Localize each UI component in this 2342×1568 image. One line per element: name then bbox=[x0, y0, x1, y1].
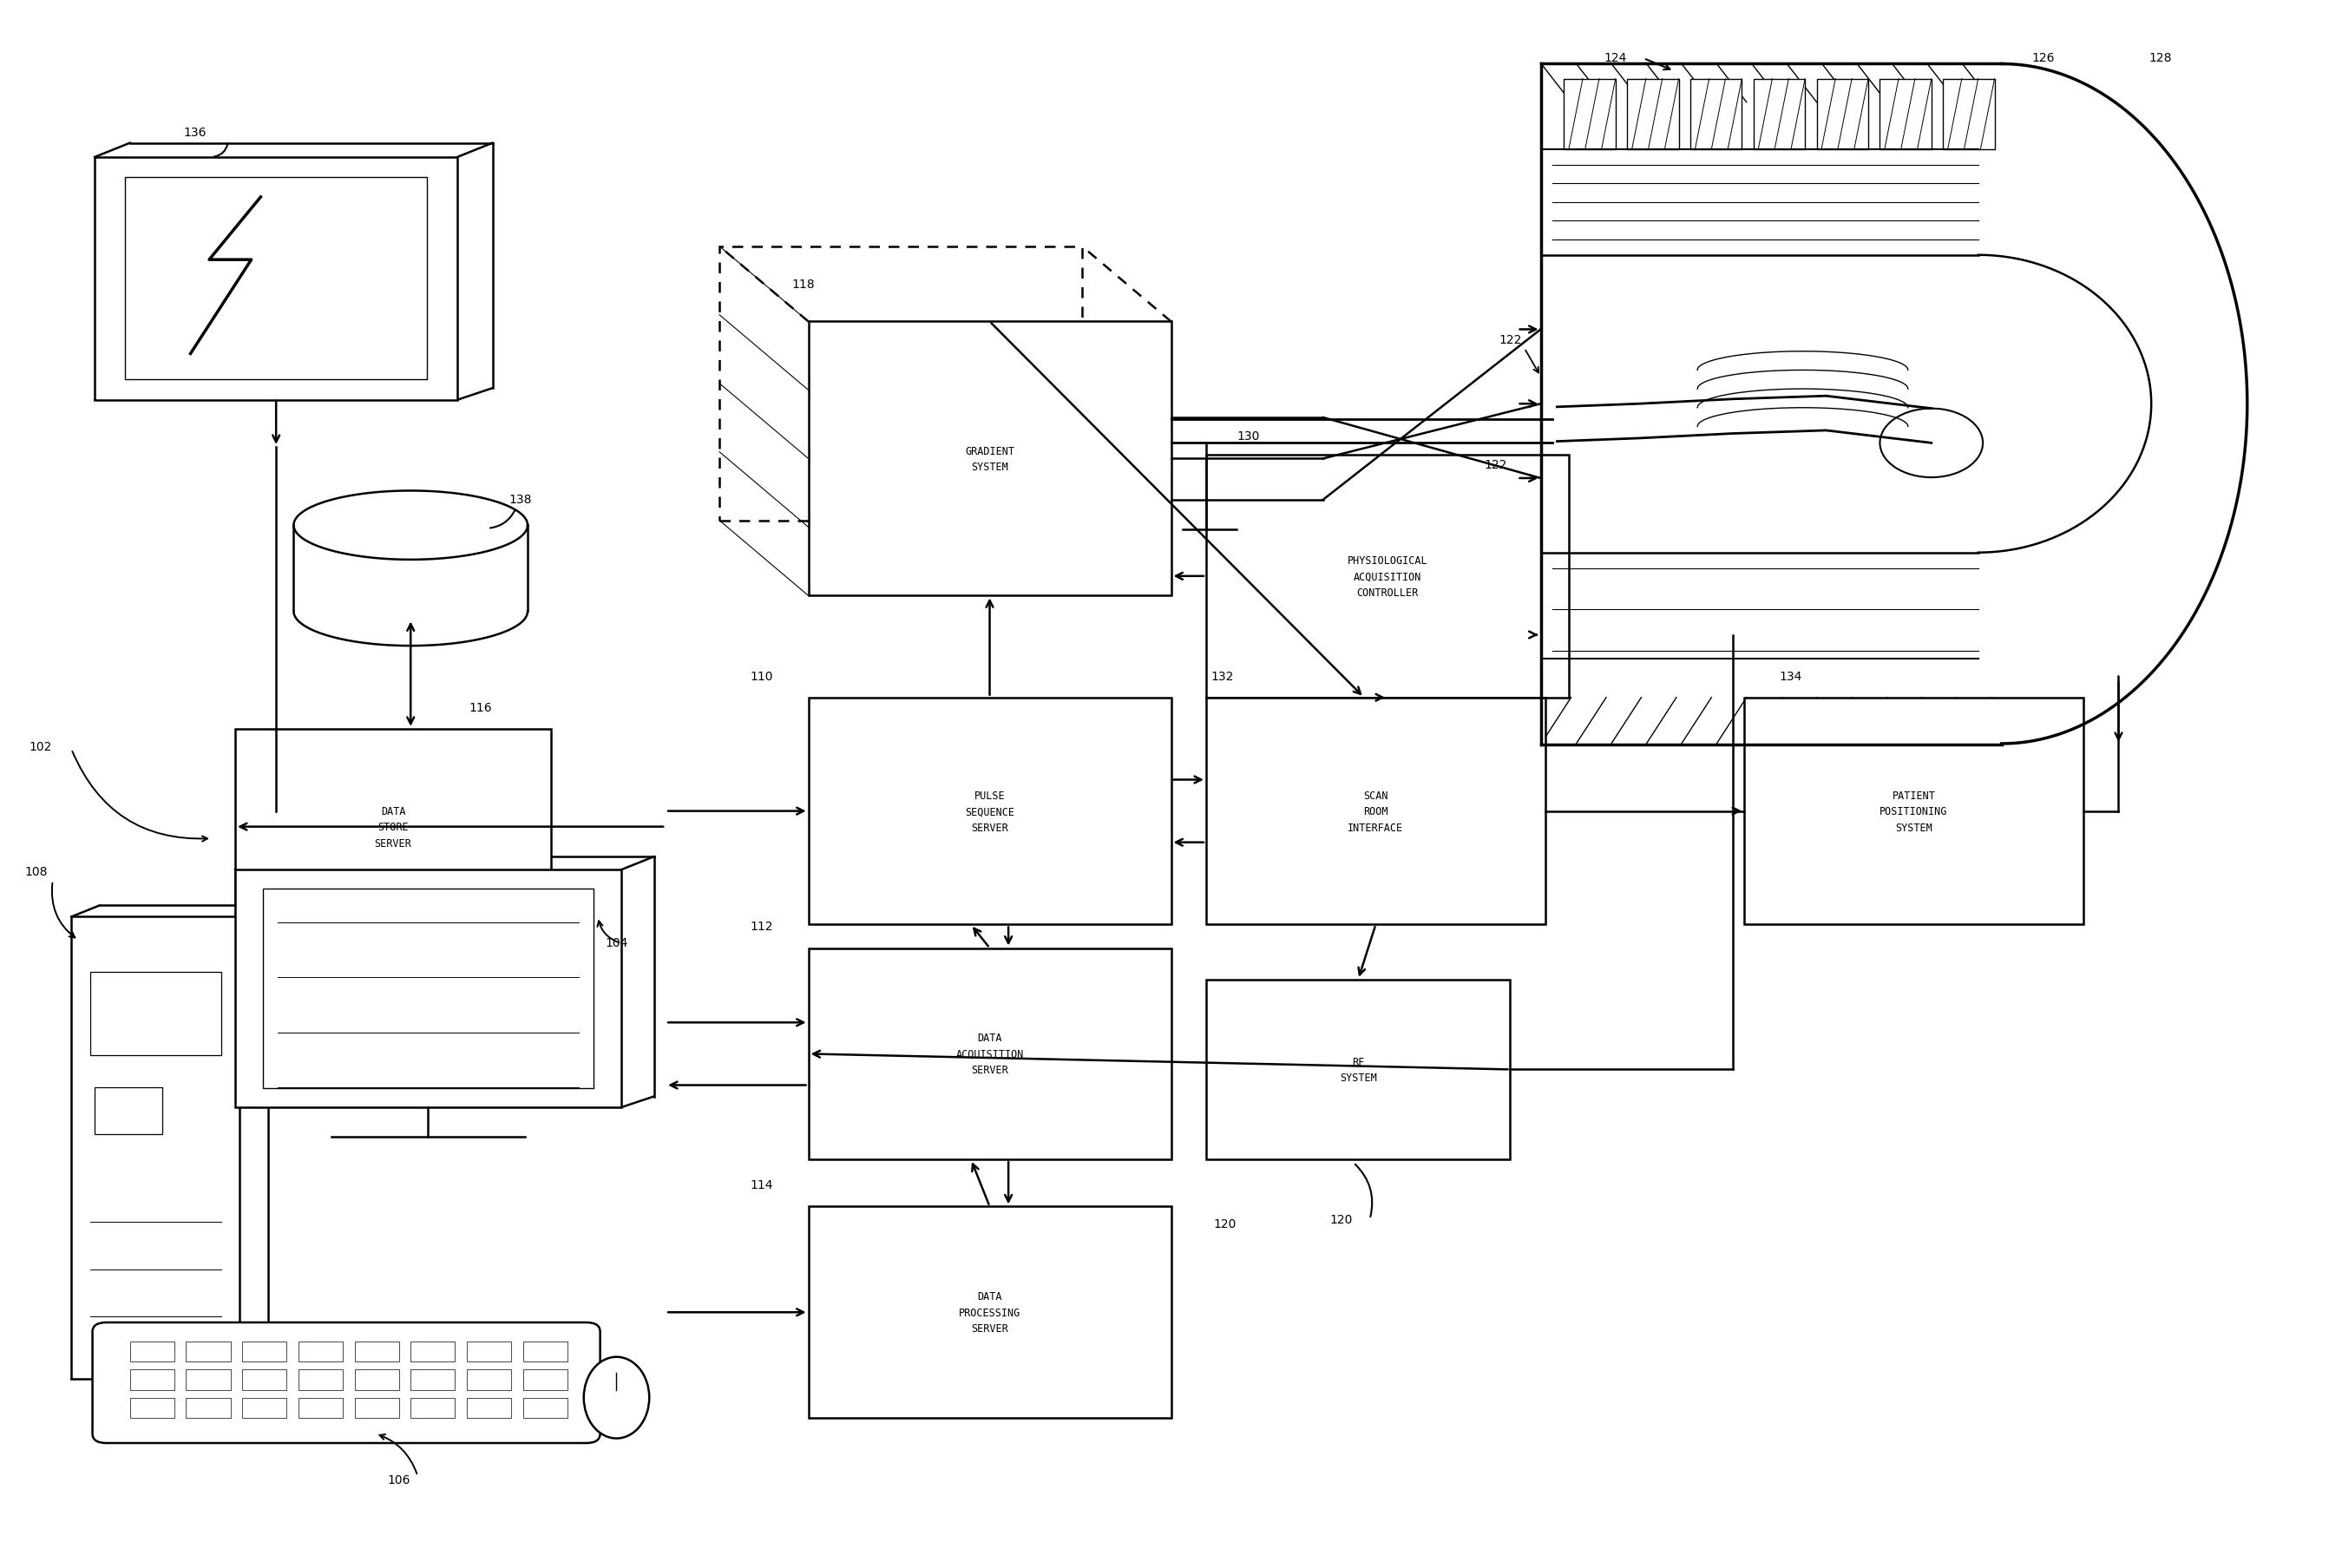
Text: DATA
STORE
SERVER: DATA STORE SERVER bbox=[375, 806, 412, 848]
Text: 114: 114 bbox=[749, 1179, 773, 1192]
Text: 120: 120 bbox=[1330, 1214, 1354, 1226]
Text: 108: 108 bbox=[26, 866, 47, 878]
Text: 116: 116 bbox=[468, 701, 492, 713]
Bar bbox=[297, 1369, 342, 1389]
Text: DATA
ACQUISITION
SERVER: DATA ACQUISITION SERVER bbox=[956, 1032, 1023, 1076]
Bar bbox=[410, 1341, 454, 1361]
Text: 120: 120 bbox=[1213, 1218, 1237, 1231]
Bar bbox=[808, 949, 1171, 1160]
Bar bbox=[297, 1341, 342, 1361]
Bar bbox=[262, 889, 593, 1088]
Text: 132: 132 bbox=[1211, 670, 1234, 682]
Bar bbox=[1628, 80, 1679, 151]
Text: 110: 110 bbox=[749, 670, 773, 682]
Bar bbox=[185, 1341, 230, 1361]
Bar bbox=[1754, 80, 1806, 151]
Bar bbox=[808, 698, 1171, 925]
Text: 118: 118 bbox=[792, 279, 815, 290]
Bar bbox=[410, 1369, 454, 1389]
Text: 128: 128 bbox=[2150, 52, 2171, 64]
Text: 104: 104 bbox=[604, 936, 628, 949]
FancyBboxPatch shape bbox=[91, 1322, 600, 1443]
Text: 136: 136 bbox=[183, 127, 206, 140]
Text: RF
SYSTEM: RF SYSTEM bbox=[1340, 1057, 1377, 1083]
Bar bbox=[1206, 698, 1546, 925]
Bar bbox=[808, 321, 1171, 596]
Bar bbox=[185, 1369, 230, 1389]
Text: DATA
PROCESSING
SERVER: DATA PROCESSING SERVER bbox=[958, 1290, 1021, 1334]
Text: SCAN
ROOM
INTERFACE: SCAN ROOM INTERFACE bbox=[1349, 790, 1403, 833]
Text: 126: 126 bbox=[2033, 52, 2054, 64]
Bar bbox=[466, 1341, 511, 1361]
Bar bbox=[466, 1369, 511, 1389]
Text: 138: 138 bbox=[508, 494, 532, 505]
Bar bbox=[1206, 455, 1569, 698]
Bar bbox=[1745, 698, 2084, 925]
Bar bbox=[234, 729, 550, 925]
Ellipse shape bbox=[583, 1356, 649, 1438]
Bar bbox=[1206, 980, 1511, 1160]
Bar bbox=[522, 1369, 567, 1389]
Bar bbox=[185, 1397, 230, 1417]
Text: 124: 124 bbox=[1604, 52, 1628, 64]
Bar bbox=[1817, 80, 1869, 151]
Bar bbox=[410, 1397, 454, 1417]
Bar bbox=[234, 870, 621, 1107]
Bar bbox=[241, 1369, 286, 1389]
Bar bbox=[354, 1369, 398, 1389]
Bar bbox=[129, 1341, 173, 1361]
Text: 102: 102 bbox=[30, 740, 52, 753]
Bar bbox=[241, 1341, 286, 1361]
Bar bbox=[70, 917, 239, 1378]
Bar bbox=[466, 1397, 511, 1417]
Bar bbox=[94, 158, 457, 400]
Text: PHYSIOLOGICAL
ACQUISITION
CONTROLLER: PHYSIOLOGICAL ACQUISITION CONTROLLER bbox=[1347, 555, 1429, 599]
Bar bbox=[1564, 80, 1616, 151]
Bar bbox=[129, 1369, 173, 1389]
Bar bbox=[522, 1341, 567, 1361]
Bar bbox=[1691, 80, 1742, 151]
Bar bbox=[124, 179, 426, 379]
Text: 106: 106 bbox=[386, 1474, 410, 1485]
Bar bbox=[297, 1397, 342, 1417]
Text: GRADIENT
SYSTEM: GRADIENT SYSTEM bbox=[965, 445, 1014, 474]
Bar bbox=[354, 1341, 398, 1361]
Bar bbox=[1944, 80, 1995, 151]
Text: 122: 122 bbox=[1499, 334, 1522, 345]
Bar bbox=[522, 1397, 567, 1417]
Bar bbox=[808, 1207, 1171, 1417]
Bar bbox=[1881, 80, 1932, 151]
Bar bbox=[129, 1397, 173, 1417]
Bar bbox=[354, 1397, 398, 1417]
Text: PULSE
SEQUENCE
SERVER: PULSE SEQUENCE SERVER bbox=[965, 790, 1014, 833]
Text: 130: 130 bbox=[1237, 431, 1260, 442]
Bar bbox=[94, 1088, 162, 1134]
Text: 112: 112 bbox=[749, 920, 773, 933]
Text: 122: 122 bbox=[1485, 459, 1508, 470]
Text: PATIENT
POSITIONING
SYSTEM: PATIENT POSITIONING SYSTEM bbox=[1881, 790, 1949, 833]
Bar bbox=[241, 1397, 286, 1417]
Bar bbox=[89, 972, 220, 1055]
Text: 134: 134 bbox=[1780, 670, 1803, 682]
